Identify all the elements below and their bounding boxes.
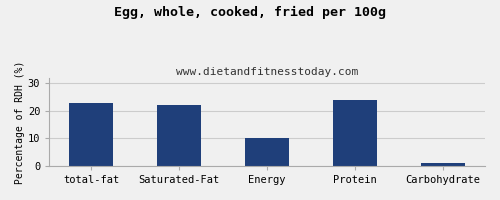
Bar — [245, 138, 289, 166]
Bar — [421, 163, 465, 166]
Bar — [333, 100, 377, 166]
Bar — [69, 103, 113, 166]
Y-axis label: Percentage of RDH (%): Percentage of RDH (%) — [15, 60, 25, 184]
Text: Egg, whole, cooked, fried per 100g: Egg, whole, cooked, fried per 100g — [114, 6, 386, 19]
Bar — [157, 105, 201, 166]
Title: www.dietandfitnesstoday.com: www.dietandfitnesstoday.com — [176, 67, 358, 77]
